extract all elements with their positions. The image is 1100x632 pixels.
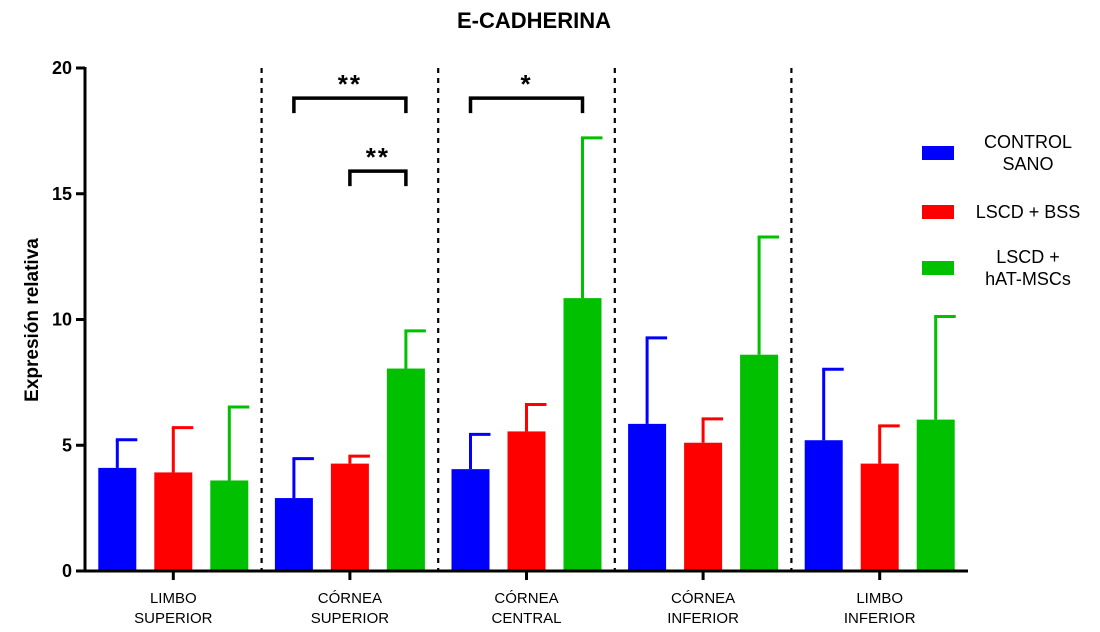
separators: [260, 68, 793, 571]
bar: [684, 442, 723, 571]
significance-bracket: [348, 169, 408, 187]
legend-label: hAT-MSCs: [985, 269, 1071, 289]
y-tick-label: 0: [62, 561, 72, 581]
chart-title: E-CADHERINA: [457, 8, 611, 33]
bar: [98, 467, 137, 571]
bars: [98, 136, 956, 571]
x-tick-label: CÓRNEA: [318, 590, 382, 607]
significance-label: *: [520, 69, 532, 99]
legend-label: LSCD +: [996, 247, 1060, 267]
significance-bracket: [292, 96, 408, 114]
axes: 0 5 10 15 20 LIMBO SUPERIOR CÓRNEA SUPERIOR CÓRNE…: [52, 58, 968, 627]
x-tick-label: CÓRNEA: [671, 590, 735, 607]
bar: [210, 480, 249, 571]
legend-label: SANO: [1002, 154, 1053, 174]
bar: [804, 440, 843, 571]
bar: [451, 469, 490, 571]
bar: [628, 423, 667, 571]
bar: [386, 368, 425, 571]
significance-annotations: *****: [292, 69, 585, 187]
x-tick-label: LIMBO: [856, 590, 903, 607]
bar: [860, 463, 899, 571]
x-tick-label: INFERIOR: [667, 610, 739, 627]
x-tick-label: CÓRNEA: [494, 590, 558, 607]
significance-bracket: [468, 96, 585, 114]
bar: [330, 463, 369, 571]
legend-swatch: [922, 261, 954, 275]
legend-label: CONTROL: [984, 132, 1072, 152]
x-tick-label: INFERIOR: [844, 610, 916, 627]
y-tick-label: 20: [52, 58, 72, 78]
bar: [916, 419, 955, 571]
y-tick-label: 5: [62, 435, 72, 455]
x-tick-label: CENTRAL: [491, 610, 561, 627]
x-tick-label: SUPERIOR: [311, 610, 390, 627]
bar: [563, 298, 602, 571]
legend-swatch: [922, 205, 954, 219]
x-tick-label: LIMBO: [150, 590, 197, 607]
bar: [154, 472, 193, 571]
y-tick-label: 15: [52, 184, 72, 204]
y-axis-label: Expresión relativa: [22, 238, 43, 402]
y-tick-label: 10: [52, 310, 72, 330]
bar: [740, 354, 779, 571]
x-tick-label: SUPERIOR: [134, 610, 213, 627]
legend-label: LSCD + BSS: [976, 202, 1081, 222]
significance-label: **: [366, 142, 390, 172]
legend-swatch: [922, 146, 954, 160]
significance-label: **: [338, 69, 362, 99]
bar: [507, 431, 546, 571]
bar: [274, 498, 313, 571]
